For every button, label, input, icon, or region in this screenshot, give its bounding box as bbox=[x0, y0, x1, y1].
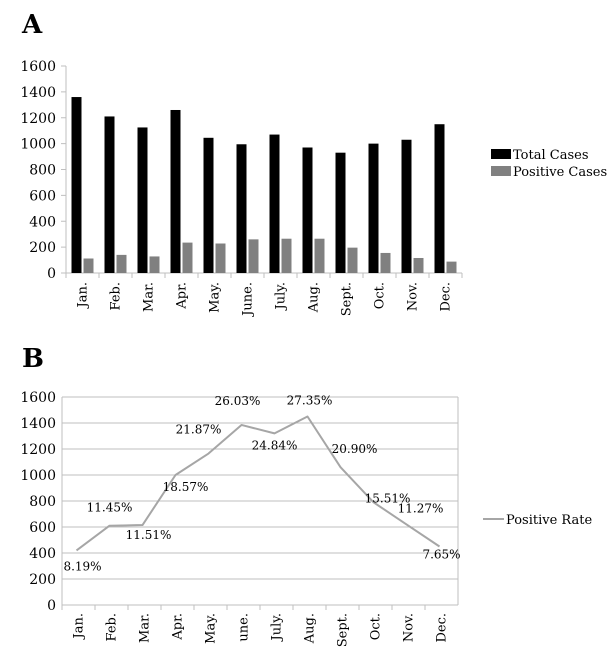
bar-total-cases bbox=[236, 144, 247, 273]
y-tick-label: 200 bbox=[29, 572, 56, 588]
y-tick-label: 1400 bbox=[20, 416, 56, 432]
legend-label: Positive Rate bbox=[506, 513, 592, 528]
bar-total-cases bbox=[335, 152, 346, 273]
x-tick-label: Oct. bbox=[373, 282, 388, 309]
panel-a-axes: 0 200 400 600 800 1000 1200 1400 1600 Jan. Feb. Mar… bbox=[20, 59, 463, 318]
y-tick-label: 600 bbox=[29, 188, 56, 204]
y-tick-label: 200 bbox=[29, 240, 56, 256]
panel-b-gridlines bbox=[62, 396, 458, 580]
bar-positive-cases bbox=[149, 256, 160, 273]
x-tick-label: Dec. bbox=[435, 613, 450, 643]
y-tick-label: 400 bbox=[29, 546, 56, 562]
data-label: 11.51% bbox=[126, 528, 172, 542]
y-tick-label: 1400 bbox=[20, 85, 56, 101]
bar-total-cases bbox=[170, 109, 181, 273]
bar-total-cases bbox=[104, 116, 115, 273]
x-tick-label: Apr. bbox=[171, 613, 186, 641]
legend-swatch bbox=[491, 166, 511, 176]
x-tick-label: Sept. bbox=[336, 613, 351, 647]
bar-total-cases bbox=[368, 143, 379, 273]
panel-a-bars bbox=[71, 97, 457, 273]
panel-b: B 0 200 400 600 800 1000 1200 1400 1600 Jan. Feb. M… bbox=[20, 344, 592, 647]
x-tick-label: May. bbox=[204, 613, 219, 644]
bar-positive-cases bbox=[380, 252, 391, 273]
bar-total-cases bbox=[71, 97, 82, 273]
data-label: 8.19% bbox=[63, 559, 101, 573]
x-tick-label: Nov. bbox=[406, 282, 421, 311]
x-tick-label: Apr. bbox=[175, 282, 190, 310]
y-tick-label: 1000 bbox=[20, 137, 56, 153]
bar-positive-cases bbox=[347, 247, 358, 273]
bar-total-cases bbox=[203, 137, 214, 273]
y-tick-label: 0 bbox=[47, 266, 56, 282]
bar-positive-cases bbox=[83, 258, 94, 273]
x-tick-label: Oct. bbox=[369, 613, 384, 640]
data-label: 21.87% bbox=[176, 423, 222, 437]
bar-total-cases bbox=[137, 127, 148, 273]
x-tick-label: Jan. bbox=[72, 613, 87, 640]
legend-swatch bbox=[491, 149, 511, 159]
panel-a-legend: Total Cases Positive Cases bbox=[491, 148, 607, 180]
y-tick-label: 1200 bbox=[20, 442, 56, 458]
y-tick-label: 1600 bbox=[20, 59, 56, 75]
panel-b-axes: 0 200 400 600 800 1000 1200 1400 1600 Jan. Feb. Mar… bbox=[20, 390, 459, 647]
x-tick-label: Mar. bbox=[138, 613, 153, 643]
data-label: 11.27% bbox=[398, 501, 444, 515]
bar-positive-cases bbox=[116, 254, 127, 273]
x-tick-label: Feb. bbox=[105, 613, 120, 641]
x-tick-label: Aug. bbox=[303, 613, 318, 644]
x-tick-label: Jan. bbox=[76, 282, 91, 309]
bar-total-cases bbox=[401, 139, 412, 273]
legend-label: Positive Cases bbox=[513, 165, 607, 180]
x-tick-label: July. bbox=[270, 613, 285, 643]
bar-positive-cases bbox=[314, 238, 325, 273]
bar-positive-cases bbox=[281, 238, 292, 273]
x-tick-label: June. bbox=[241, 282, 256, 318]
y-tick-label: 1000 bbox=[20, 468, 56, 484]
x-tick-label: Dec. bbox=[439, 282, 454, 312]
panel-label-a: A bbox=[21, 10, 43, 40]
y-tick-label: 400 bbox=[29, 214, 56, 230]
panel-a: A 0 200 400 600 800 1000 1200 1400 1600 Jan. Feb. M… bbox=[20, 10, 607, 318]
legend-label: Total Cases bbox=[513, 148, 589, 163]
panel-b-series: 8.19% 11.45% 11.51% 18.57% 21.87% 26.03% 24.84… bbox=[63, 394, 460, 574]
y-tick-label: 1600 bbox=[20, 390, 56, 406]
data-label: 7.65% bbox=[422, 548, 460, 562]
x-tick-label: Sept. bbox=[340, 282, 355, 316]
data-label: 20.90% bbox=[332, 442, 378, 456]
y-tick-label: 0 bbox=[47, 598, 56, 614]
x-tick-label: Aug. bbox=[307, 282, 322, 313]
data-label: 27.35% bbox=[287, 394, 333, 408]
y-tick-label: 600 bbox=[29, 520, 56, 536]
x-tick-label: Nov. bbox=[402, 613, 417, 642]
bar-positive-cases bbox=[413, 257, 424, 273]
bar-positive-cases bbox=[248, 239, 259, 273]
data-label: 11.45% bbox=[87, 501, 133, 515]
bar-positive-cases bbox=[215, 243, 226, 273]
series-line-positive-rate bbox=[75, 415, 441, 552]
x-tick-label: Feb. bbox=[109, 282, 124, 310]
data-label: 24.84% bbox=[252, 438, 298, 452]
bar-total-cases bbox=[302, 147, 313, 273]
bar-total-cases bbox=[269, 134, 280, 273]
data-label: 18.57% bbox=[163, 480, 209, 494]
x-tick-label: une. bbox=[237, 613, 252, 642]
x-tick-label: July. bbox=[274, 282, 289, 312]
panel-label-b: B bbox=[22, 344, 44, 374]
data-label: 15.51% bbox=[365, 491, 411, 505]
y-tick-label: 800 bbox=[29, 163, 56, 179]
y-tick-label: 800 bbox=[29, 494, 56, 510]
data-label: 26.03% bbox=[215, 394, 261, 408]
bar-positive-cases bbox=[446, 261, 457, 273]
panel-b-legend: Positive Rate bbox=[483, 513, 592, 528]
x-tick-label: May. bbox=[208, 282, 223, 313]
bar-total-cases bbox=[434, 124, 445, 273]
x-tick-label: Mar. bbox=[142, 282, 157, 312]
y-tick-label: 1200 bbox=[20, 111, 56, 127]
bar-positive-cases bbox=[182, 242, 193, 273]
